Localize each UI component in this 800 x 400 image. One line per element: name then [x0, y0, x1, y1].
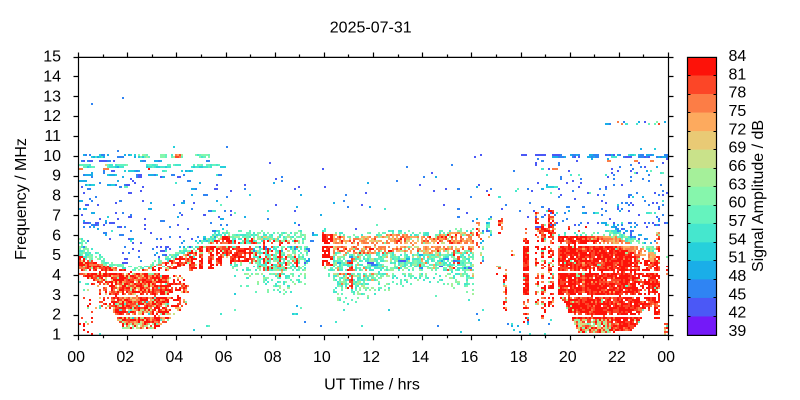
svg-text:Signal Amplitude / dB: Signal Amplitude / dB [750, 120, 767, 272]
svg-text:1: 1 [52, 327, 61, 344]
svg-text:4: 4 [52, 267, 61, 284]
svg-text:81: 81 [729, 66, 747, 83]
svg-text:2025-07-31: 2025-07-31 [330, 20, 412, 37]
svg-text:8: 8 [52, 188, 61, 205]
svg-text:51: 51 [729, 250, 747, 267]
svg-text:20: 20 [559, 349, 577, 366]
svg-text:16: 16 [461, 349, 479, 366]
svg-text:75: 75 [729, 103, 747, 120]
svg-text:22: 22 [608, 349, 626, 366]
svg-text:UT Time / hrs: UT Time / hrs [324, 376, 420, 393]
svg-text:54: 54 [729, 231, 747, 248]
svg-text:12: 12 [362, 349, 380, 366]
svg-text:15: 15 [43, 49, 61, 66]
svg-text:63: 63 [729, 176, 747, 193]
svg-text:45: 45 [729, 286, 747, 303]
svg-text:13: 13 [43, 88, 61, 105]
svg-text:3: 3 [52, 287, 61, 304]
svg-text:57: 57 [729, 213, 747, 230]
svg-text:72: 72 [729, 121, 747, 138]
svg-text:04: 04 [166, 349, 184, 366]
svg-text:Frequency / MHz: Frequency / MHz [13, 138, 30, 260]
svg-text:18: 18 [510, 349, 528, 366]
svg-text:14: 14 [43, 69, 61, 86]
svg-text:10: 10 [43, 148, 61, 165]
svg-text:06: 06 [215, 349, 233, 366]
svg-text:42: 42 [729, 305, 747, 322]
svg-text:78: 78 [729, 85, 747, 102]
svg-text:08: 08 [264, 349, 282, 366]
svg-text:84: 84 [729, 48, 747, 65]
svg-text:69: 69 [729, 140, 747, 157]
svg-text:5: 5 [52, 247, 61, 264]
svg-text:48: 48 [729, 268, 747, 285]
svg-text:02: 02 [116, 349, 134, 366]
svg-text:00: 00 [657, 349, 675, 366]
svg-text:12: 12 [43, 108, 61, 125]
svg-text:11: 11 [44, 128, 61, 145]
svg-text:10: 10 [313, 349, 331, 366]
svg-text:66: 66 [729, 158, 747, 175]
svg-text:00: 00 [67, 349, 85, 366]
svg-text:60: 60 [729, 195, 747, 212]
svg-text:14: 14 [411, 349, 429, 366]
svg-text:2: 2 [52, 307, 61, 324]
svg-text:39: 39 [729, 323, 747, 340]
svg-text:7: 7 [52, 208, 61, 225]
svg-text:6: 6 [52, 227, 61, 244]
svg-text:9: 9 [52, 168, 61, 185]
